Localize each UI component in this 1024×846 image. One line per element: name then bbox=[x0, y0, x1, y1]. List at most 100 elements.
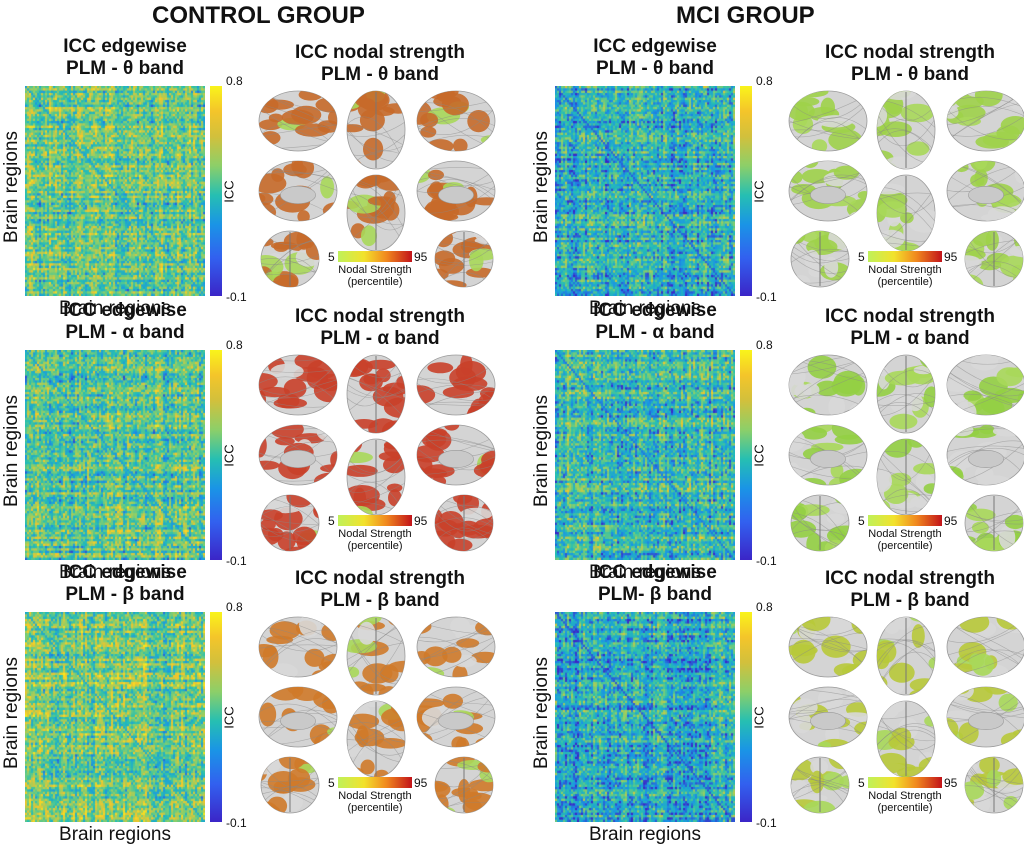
nodal-title-line: ICC nodal strength bbox=[798, 568, 1022, 590]
x-axis-label: Brain regions bbox=[25, 824, 205, 846]
brain-medial-left bbox=[258, 679, 350, 757]
icc-matrix bbox=[25, 612, 205, 822]
brain-posterior bbox=[954, 495, 1024, 554]
nodal-strength-colorbar bbox=[868, 251, 942, 262]
brain-dorsal bbox=[861, 354, 943, 439]
edgewise-band-line: PLM - α band bbox=[40, 322, 210, 344]
icc-matrix bbox=[25, 350, 205, 560]
nodal-bar-max: 95 bbox=[944, 776, 957, 790]
brain-medial-left bbox=[258, 157, 350, 223]
edgewise-band-line: PLM - θ band bbox=[40, 58, 210, 80]
y-axis-label: Brain regions bbox=[531, 391, 553, 511]
brain-medial-right bbox=[408, 687, 498, 756]
edgewise-band-line: PLM - θ band bbox=[570, 58, 740, 80]
y-axis-label: Brain regions bbox=[1, 653, 23, 773]
brain-lateral-left bbox=[258, 354, 345, 415]
brain-lateral-right bbox=[409, 90, 499, 154]
brain-lateral-right bbox=[939, 90, 1024, 151]
brain-medial-left bbox=[788, 684, 878, 754]
colorbar-max: 0.8 bbox=[226, 600, 243, 614]
brain-dorsal bbox=[339, 354, 420, 442]
brain-dorsal bbox=[333, 90, 414, 180]
edgewise-title-line: ICC edgewise bbox=[570, 300, 740, 322]
brain-lateral-left bbox=[788, 90, 870, 159]
brain-medial-left bbox=[788, 417, 874, 493]
brain-frontal bbox=[258, 486, 326, 555]
brain-frontal bbox=[258, 229, 328, 290]
edgewise-title-line: ICC edgewise bbox=[40, 300, 210, 322]
nodal-bar-label-line1: Nodal Strength bbox=[330, 528, 420, 540]
nodal-bar-label-line2: (percentile) bbox=[330, 540, 420, 552]
colorbar-label: ICC bbox=[222, 706, 237, 728]
icc-colorbar bbox=[740, 350, 752, 560]
colorbar-max: 0.8 bbox=[756, 74, 773, 88]
colorbar-min: -0.1 bbox=[226, 816, 247, 830]
nodal-bar-min: 5 bbox=[858, 776, 865, 790]
nodal-band-line: PLM - θ band bbox=[268, 64, 492, 86]
edgewise-title-line: ICC edgewise bbox=[40, 36, 210, 58]
nodal-band-line: PLM - α band bbox=[798, 328, 1022, 350]
nodal-bar-label-line1: Nodal Strength bbox=[860, 264, 950, 276]
nodal-bar-min: 5 bbox=[328, 776, 335, 790]
brain-frontal bbox=[788, 746, 860, 816]
edgewise-title-line: ICC edgewise bbox=[40, 562, 210, 584]
colorbar-max: 0.8 bbox=[226, 74, 243, 88]
brain-frontal bbox=[258, 747, 320, 816]
brain-posterior bbox=[425, 220, 498, 290]
colorbar-label: ICC bbox=[752, 706, 767, 728]
nodal-bar-label: Nodal Strength(percentile) bbox=[860, 528, 950, 552]
nodal-bar-max: 95 bbox=[414, 776, 427, 790]
brain-posterior bbox=[426, 492, 498, 554]
edgewise-title-line: ICC edgewise bbox=[570, 36, 740, 58]
nodal-strength-colorbar bbox=[868, 515, 942, 526]
brain-ventral bbox=[332, 432, 419, 523]
nodal-bar-label-line1: Nodal Strength bbox=[330, 790, 420, 802]
nodal-bar-max: 95 bbox=[944, 250, 957, 264]
brain-lateral-left bbox=[788, 355, 881, 419]
nodal-title-line: ICC nodal strength bbox=[798, 42, 1022, 64]
edgewise-band-line: PLM - β band bbox=[40, 584, 210, 606]
nodal-bar-label-line2: (percentile) bbox=[330, 802, 420, 814]
brain-medial-right bbox=[934, 678, 1024, 756]
nodal-strength-colorbar bbox=[338, 515, 412, 526]
icc-matrix bbox=[25, 86, 205, 296]
y-axis-label: Brain regions bbox=[1, 127, 23, 247]
nodal-title-line: ICC nodal strength bbox=[798, 306, 1022, 328]
edgewise-band-line: PLM - α band bbox=[570, 322, 740, 344]
nodal-bar-min: 5 bbox=[858, 514, 865, 528]
icc-matrix bbox=[555, 86, 735, 296]
nodal-bar-max: 95 bbox=[414, 250, 427, 264]
icc-colorbar bbox=[210, 350, 222, 560]
brain-lateral-left bbox=[258, 90, 349, 158]
edgewise-title-line: ICC edgewise bbox=[570, 562, 740, 584]
brain-lateral-right bbox=[936, 616, 1024, 687]
brain-ventral bbox=[341, 168, 410, 251]
brain-medial-right bbox=[405, 419, 498, 487]
brain-dorsal bbox=[342, 616, 423, 704]
icc-colorbar bbox=[210, 612, 222, 822]
brain-ventral bbox=[863, 175, 943, 260]
brain-posterior bbox=[954, 753, 1024, 816]
brain-posterior bbox=[421, 749, 498, 816]
nodal-bar-label-line2: (percentile) bbox=[860, 802, 950, 814]
nodal-strength-colorbar bbox=[338, 777, 412, 788]
brain-lateral-left bbox=[788, 616, 880, 679]
nodal-bar-min: 5 bbox=[328, 250, 335, 264]
nodal-bar-label-line1: Nodal Strength bbox=[860, 528, 950, 540]
nodal-bar-label: Nodal Strength(percentile) bbox=[330, 528, 420, 552]
